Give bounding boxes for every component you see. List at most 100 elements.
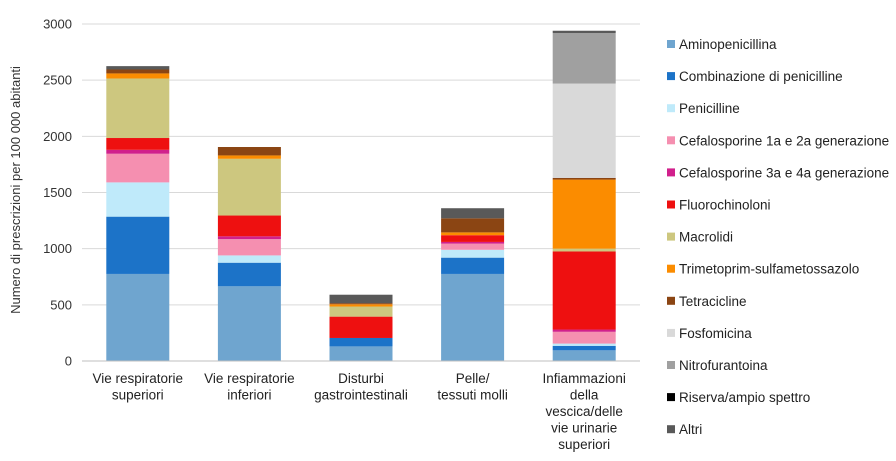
legend-item: Penicilline: [667, 101, 740, 116]
bar-segment: [106, 138, 170, 150]
legend-label: Combinazione di penicilline: [679, 69, 843, 84]
legend-item: Riserva/ampio spettro: [667, 390, 810, 405]
bar-segment: [552, 343, 616, 346]
x-category-label: Pelle/: [456, 371, 490, 386]
bar-segment: [552, 177, 616, 180]
legend-item: Fosfomicina: [667, 326, 752, 341]
bar-segment: [217, 286, 281, 361]
bar-segment: [217, 262, 281, 287]
bar-segment: [217, 215, 281, 237]
legend-label: Aminopenicillina: [679, 37, 777, 52]
bar-segment: [441, 243, 505, 250]
legend-label: Altri: [679, 422, 702, 437]
bar-segment: [552, 329, 616, 332]
bar-segment: [217, 255, 281, 263]
bar-segment: [217, 147, 281, 156]
bar-segment: [106, 149, 170, 154]
bar-segment: [441, 235, 505, 242]
legend-label: Cefalosporine 1a e 2a generazione: [679, 133, 889, 148]
legend-swatch: [667, 328, 675, 337]
x-category-label: Vie respiratorie: [204, 371, 295, 386]
bar-segment: [106, 182, 170, 217]
y-axis-ticks: 0 500 1000 1500 2000 2500 3000: [43, 17, 72, 369]
y-tick-label: 1500: [43, 185, 72, 200]
legend-label: Macrolidi: [679, 230, 733, 245]
bars-layer: [106, 30, 616, 361]
category-labels-layer: Vie respiratorie superiori Vie respiratori…: [93, 371, 626, 452]
legend-swatch: [667, 72, 675, 81]
legend-swatch: [667, 264, 675, 273]
bar-segment: [106, 69, 170, 74]
bar-segment: [552, 32, 616, 84]
bar-segment: [217, 236, 281, 240]
legend-swatch: [667, 104, 675, 113]
bar-segment: [441, 257, 505, 274]
legend-item: Tetracicline: [667, 294, 747, 309]
legend-swatch: [667, 425, 675, 434]
legend-swatch: [667, 40, 675, 48]
legend-item: Cefalosporine 3a e 4a generazione: [667, 165, 889, 180]
bar-stack: [552, 30, 616, 361]
bar-segment: [441, 273, 505, 361]
y-tick-label: 500: [50, 297, 72, 312]
x-category-label: vescica/delle: [546, 404, 623, 419]
legend-label: Tetracicline: [679, 294, 747, 309]
legend: Aminopenicillina Combinazione di penicill…: [667, 37, 889, 437]
bar-segment: [552, 331, 616, 344]
bar-stack: [106, 66, 170, 361]
legend-swatch: [667, 232, 675, 241]
bar-segment: [106, 216, 170, 274]
bar-segment: [552, 350, 616, 361]
legend-item: Fluorochinoloni: [667, 198, 771, 213]
x-category-label: superiori: [112, 388, 164, 403]
legend-item: Aminopenicillina: [667, 37, 777, 52]
bar-segment: [106, 153, 170, 183]
legend-item: Macrolidi: [667, 230, 733, 245]
bar-segment: [552, 30, 616, 33]
bar-segment: [329, 294, 393, 304]
bar-segment: [441, 232, 505, 236]
bar-segment: [441, 208, 505, 219]
x-category-label: inferiori: [227, 388, 271, 403]
legend-swatch: [667, 200, 675, 209]
y-tick-label: 0: [65, 354, 72, 369]
legend-swatch: [667, 136, 675, 145]
x-category-label: Disturbi: [338, 371, 384, 386]
bar-segment: [217, 158, 281, 216]
x-category-label: superiori: [558, 437, 610, 452]
legend-item: Nitrofurantoina: [667, 358, 768, 373]
y-tick-label: 2000: [43, 129, 72, 144]
bar-stack: [441, 208, 505, 361]
legend-label: Fosfomicina: [679, 326, 752, 341]
bar-segment: [552, 83, 616, 178]
bar-segment: [329, 303, 393, 305]
bar-segment: [329, 306, 393, 317]
legend-label: Cefalosporine 3a e 4a generazione: [679, 165, 889, 180]
legend-label: Riserva/ampio spettro: [679, 390, 810, 405]
legend-item: Trimetoprim-sulfametossazolo: [667, 262, 859, 277]
bar-segment: [106, 73, 170, 79]
bar-segment: [106, 273, 170, 361]
bar-segment: [329, 337, 393, 347]
x-category-label: tessuti molli: [437, 388, 508, 403]
legend-swatch: [667, 168, 675, 177]
bar-segment: [329, 316, 393, 338]
bar-segment: [217, 239, 281, 256]
legend-item: Altri: [667, 422, 702, 437]
y-axis-title: Numero di prescrizioni per 100 000 abita…: [8, 66, 23, 314]
legend-item: Combinazione di penicilline: [667, 69, 843, 84]
legend-swatch: [667, 361, 675, 369]
bar-segment: [552, 179, 616, 249]
bar-segment: [441, 241, 505, 244]
legend-swatch: [667, 296, 675, 305]
y-tick-label: 1000: [43, 241, 72, 256]
bar-segment: [441, 249, 505, 258]
bar-stack: [217, 147, 281, 361]
x-category-label: vie urinarie: [551, 421, 617, 436]
bar-segment: [106, 66, 170, 70]
bar-segment: [329, 346, 393, 361]
grid-layer: [82, 23, 640, 306]
legend-label: Fluorochinoloni: [679, 198, 771, 213]
bar-segment: [552, 251, 616, 330]
